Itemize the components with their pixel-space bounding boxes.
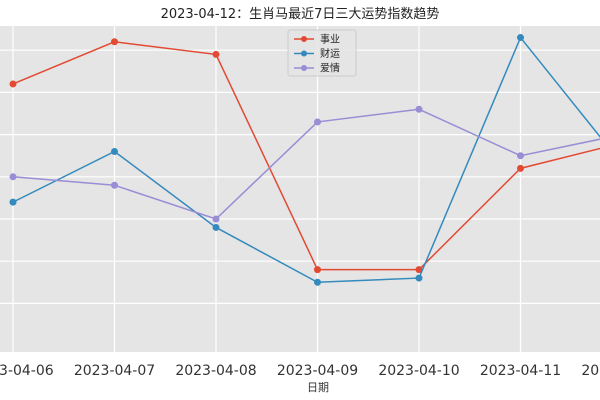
x-tick-label: 2023-04-12 (581, 363, 600, 379)
data-point-事业-2023-04-06 (9, 80, 17, 88)
legend-label-财运: 财运 (320, 47, 340, 60)
x-tick-label: 2023-04-07 (74, 363, 155, 379)
data-point-财运-2023-04-08 (212, 223, 220, 231)
data-point-爱情-2023-04-08 (212, 215, 220, 223)
data-point-财运-2023-04-06 (9, 198, 17, 206)
legend-label-事业: 事业 (320, 33, 340, 46)
series-财运 (9, 34, 600, 286)
legend-label-爱情: 爱情 (320, 62, 340, 75)
data-point-爱情-2023-04-07 (111, 181, 118, 189)
data-point-财运-2023-04-10 (415, 274, 423, 282)
data-point-事业-2023-04-11 (517, 164, 524, 172)
x-tick-label: 2023-04-08 (175, 363, 256, 379)
data-point-爱情-2023-04-10 (415, 105, 423, 113)
series-事业 (9, 38, 600, 274)
legend-marker-财运 (301, 50, 307, 57)
data-point-财运-2023-04-09 (314, 278, 321, 286)
data-point-事业-2023-04-07 (111, 38, 118, 46)
data-point-事业-2023-04-09 (314, 266, 321, 274)
chart-title: 2023-04-12：生肖马最近7日三大运势指数趋势 (161, 6, 440, 22)
x-tick-label: 2023-04-11 (480, 363, 561, 379)
data-point-事业-2023-04-08 (212, 50, 220, 58)
x-tick-labels: 2023-04-06 2023-04-07 2023-04-08 2023-04-09… (0, 363, 600, 379)
legend-marker-事业 (301, 36, 307, 42)
data-point-财运-2023-04-11 (517, 34, 524, 42)
data-point-爱情-2023-04-11 (517, 152, 524, 160)
data-point-爱情-2023-04-09 (314, 118, 321, 126)
x-tick-label: 2023-04-10 (378, 363, 459, 379)
data-point-爱情-2023-04-06 (9, 173, 17, 181)
grid-lines (0, 26, 600, 352)
series-爱情 (9, 105, 600, 223)
data-point-财运-2023-04-07 (111, 147, 118, 155)
series-layer (9, 34, 600, 286)
x-tick-label: 2023-04-09 (277, 363, 358, 379)
legend-marker-爱情 (301, 65, 307, 71)
x-axis-label: 日期 (307, 381, 329, 394)
x-tick-label: 2023-04-06 (0, 363, 54, 379)
data-point-事业-2023-04-10 (415, 266, 423, 274)
